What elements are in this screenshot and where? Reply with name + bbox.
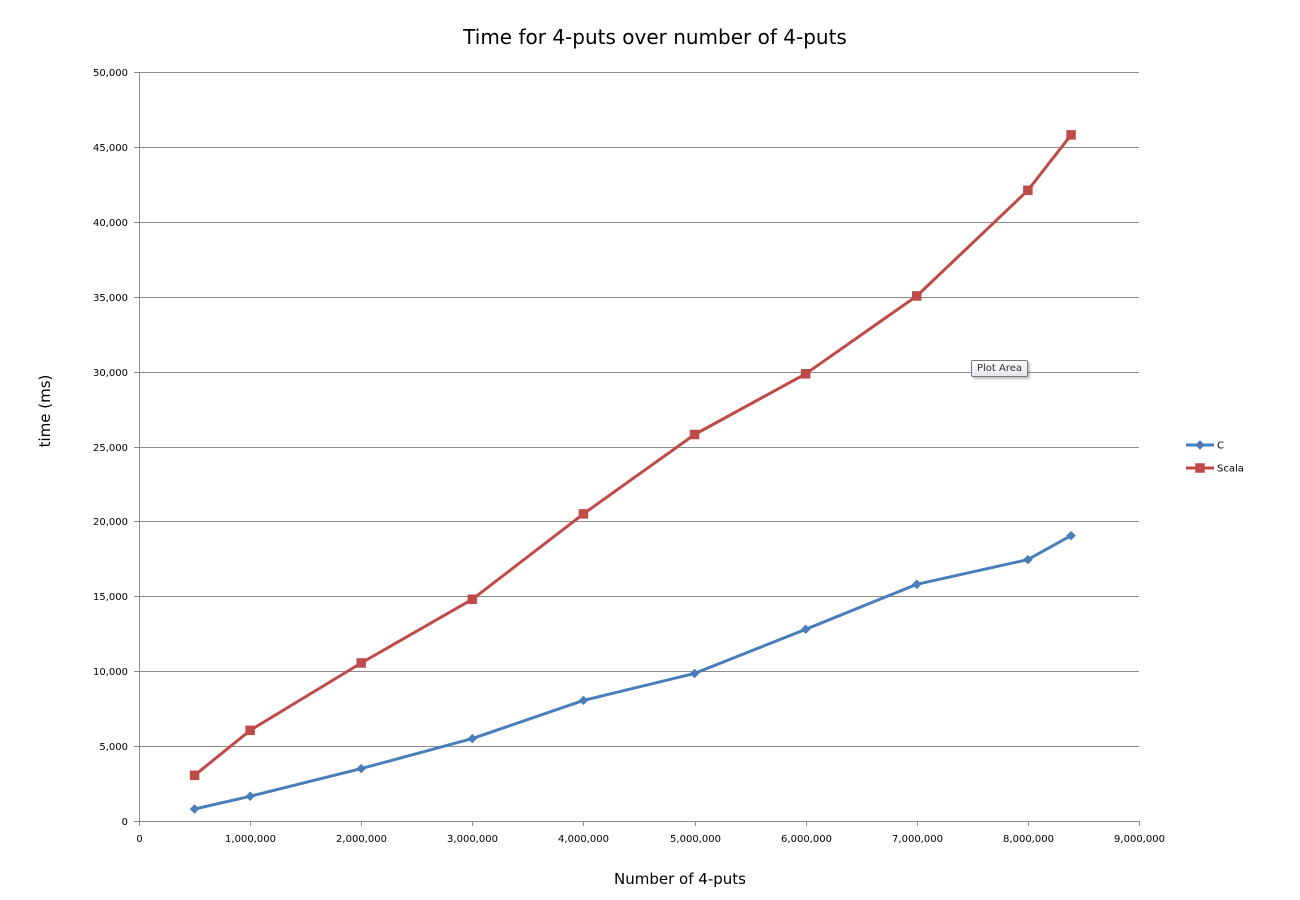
y-axis-title: time (ms)	[36, 375, 54, 448]
data-point-scala	[467, 594, 478, 605]
data-point-scala	[245, 725, 255, 736]
series-line-c	[193, 534, 1073, 811]
y-tick-label: 0	[122, 817, 128, 828]
y-tick-label: 45,000	[93, 143, 128, 154]
x-tick-label: 7,000,000	[892, 834, 943, 845]
x-tick-label: 3,000,000	[447, 834, 498, 845]
data-point-scala	[356, 658, 366, 668]
y-axis-ticks: 0 5,000 10,000 15,000 20,000 25,000 30,000 35,0…	[93, 68, 128, 828]
series-scala	[189, 130, 1076, 781]
legend-label: C	[1217, 441, 1224, 452]
data-point-scala	[1066, 130, 1076, 140]
y-tick-label: 35,000	[93, 293, 128, 304]
data-point-c	[189, 804, 200, 814]
data-point-c	[800, 624, 811, 635]
x-axis-title: Number of 4-puts	[614, 870, 746, 888]
data-point-c	[578, 695, 589, 706]
series-plot-area[interactable]	[189, 130, 1076, 814]
x-tick-label: 5,000,000	[670, 834, 721, 845]
x-tick-label: 2,000,000	[336, 834, 387, 845]
data-point-c	[689, 668, 700, 679]
x-tick-label: 4,000,000	[558, 834, 609, 845]
data-point-scala	[1023, 185, 1033, 196]
data-point-c	[245, 791, 255, 802]
y-tick-label: 20,000	[93, 517, 128, 528]
x-tick-label: 0	[136, 834, 142, 845]
data-point-c	[356, 763, 367, 774]
data-point-c	[467, 733, 478, 744]
gridlines	[139, 72, 1139, 747]
legend-swatch-marker	[1195, 440, 1205, 450]
y-tick-label: 25,000	[93, 443, 128, 454]
x-axis-ticks: 0 1,000,000 2,000,000 3,000,000 4,000,000 5,0…	[136, 834, 1165, 845]
y-tick-label: 5,000	[99, 742, 128, 753]
y-tick-label: 10,000	[93, 667, 128, 678]
series-line-scala	[193, 133, 1073, 777]
legend-entry-c: C	[1186, 440, 1224, 452]
data-point-scala	[800, 369, 811, 379]
chart-title: Time for 4-puts over number of 4-puts	[462, 25, 847, 49]
data-point-scala	[578, 509, 589, 519]
x-tick-label: 9,000,000	[1114, 834, 1165, 845]
legend-label: Scala	[1217, 464, 1244, 475]
axes	[134, 72, 1140, 826]
legend: C Scala	[1186, 440, 1244, 475]
y-tick-label: 30,000	[93, 368, 128, 379]
data-point-scala	[689, 429, 700, 440]
legend-entry-scala: Scala	[1186, 463, 1244, 475]
y-tick-label: 40,000	[93, 218, 128, 229]
series-c	[189, 530, 1076, 814]
y-tick-label: 50,000	[93, 68, 128, 79]
data-point-c	[911, 579, 922, 590]
legend-swatch-marker	[1195, 463, 1205, 473]
data-point-scala	[912, 291, 922, 301]
data-point-c	[1066, 530, 1076, 541]
data-point-scala	[189, 770, 200, 781]
plot-area-tooltip: Plot Area	[971, 360, 1029, 377]
data-point-c	[1023, 554, 1033, 565]
x-tick-label: 8,000,000	[1003, 834, 1054, 845]
x-tick-label: 1,000,000	[225, 834, 276, 845]
x-tick-label: 6,000,000	[781, 834, 832, 845]
y-tick-label: 15,000	[93, 592, 128, 603]
